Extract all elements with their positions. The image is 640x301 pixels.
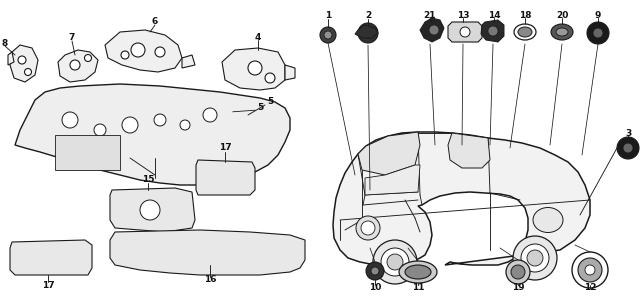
Text: 19: 19 [512, 284, 524, 293]
Ellipse shape [399, 261, 437, 283]
Circle shape [203, 108, 217, 122]
Circle shape [617, 137, 639, 159]
Circle shape [121, 51, 129, 59]
Circle shape [363, 28, 373, 38]
Polygon shape [355, 25, 378, 38]
Circle shape [84, 54, 92, 61]
Text: 10: 10 [369, 284, 381, 293]
Text: 8: 8 [2, 39, 8, 48]
Text: 1: 1 [325, 11, 331, 20]
Text: 7: 7 [69, 33, 75, 42]
Circle shape [506, 260, 530, 284]
Circle shape [155, 47, 165, 57]
Ellipse shape [551, 24, 573, 40]
Ellipse shape [533, 207, 563, 232]
Ellipse shape [518, 27, 532, 37]
Circle shape [572, 252, 608, 288]
Polygon shape [358, 132, 420, 175]
Circle shape [154, 114, 166, 126]
Polygon shape [10, 45, 38, 82]
Circle shape [62, 112, 78, 128]
Polygon shape [15, 84, 290, 185]
Text: 13: 13 [457, 11, 469, 20]
Text: 5: 5 [267, 98, 273, 107]
Text: 17: 17 [42, 281, 54, 290]
Circle shape [623, 143, 633, 153]
Text: 6: 6 [152, 17, 158, 26]
Circle shape [131, 43, 145, 57]
Circle shape [24, 69, 31, 76]
Circle shape [324, 31, 332, 39]
Text: 20: 20 [556, 11, 568, 20]
Polygon shape [222, 48, 285, 90]
Text: 17: 17 [219, 144, 231, 153]
Text: 9: 9 [595, 11, 601, 20]
Text: 21: 21 [424, 11, 436, 20]
Polygon shape [448, 22, 482, 42]
Circle shape [587, 22, 609, 44]
Circle shape [140, 200, 160, 220]
Circle shape [248, 61, 262, 75]
Ellipse shape [556, 28, 568, 36]
Text: 3: 3 [625, 129, 631, 138]
Circle shape [361, 221, 375, 235]
Circle shape [585, 265, 595, 275]
Circle shape [578, 258, 602, 282]
Text: 2: 2 [365, 11, 371, 20]
Circle shape [70, 60, 80, 70]
Circle shape [18, 56, 26, 64]
Ellipse shape [405, 265, 431, 279]
Text: 16: 16 [204, 275, 216, 284]
Circle shape [511, 265, 525, 279]
Polygon shape [196, 160, 255, 195]
Circle shape [593, 28, 603, 38]
Ellipse shape [514, 24, 536, 40]
Circle shape [371, 267, 379, 275]
Polygon shape [333, 132, 590, 265]
Circle shape [320, 27, 336, 43]
Circle shape [488, 26, 498, 36]
Circle shape [513, 236, 557, 280]
Circle shape [429, 25, 439, 35]
Text: 5: 5 [257, 104, 263, 113]
Polygon shape [110, 188, 195, 232]
Circle shape [366, 262, 384, 280]
Polygon shape [182, 55, 195, 68]
Circle shape [373, 240, 417, 284]
Circle shape [94, 124, 106, 136]
Polygon shape [365, 165, 420, 195]
Polygon shape [481, 20, 504, 42]
Text: 15: 15 [141, 175, 154, 185]
Polygon shape [420, 18, 444, 42]
Polygon shape [10, 240, 92, 275]
Text: 12: 12 [584, 284, 596, 293]
Circle shape [122, 117, 138, 133]
Circle shape [460, 27, 470, 37]
Circle shape [521, 244, 549, 272]
Polygon shape [8, 52, 14, 65]
Circle shape [358, 23, 378, 43]
Circle shape [180, 120, 190, 130]
Circle shape [527, 250, 543, 266]
Circle shape [387, 254, 403, 270]
Circle shape [381, 248, 409, 276]
Polygon shape [110, 230, 305, 275]
Text: 4: 4 [255, 33, 261, 42]
Text: 14: 14 [488, 11, 500, 20]
Text: 18: 18 [519, 11, 531, 20]
Polygon shape [285, 65, 295, 80]
Polygon shape [105, 30, 182, 72]
Polygon shape [448, 133, 490, 168]
Text: 11: 11 [412, 284, 424, 293]
Circle shape [356, 216, 380, 240]
Polygon shape [58, 50, 98, 82]
Polygon shape [55, 135, 120, 170]
Circle shape [265, 73, 275, 83]
